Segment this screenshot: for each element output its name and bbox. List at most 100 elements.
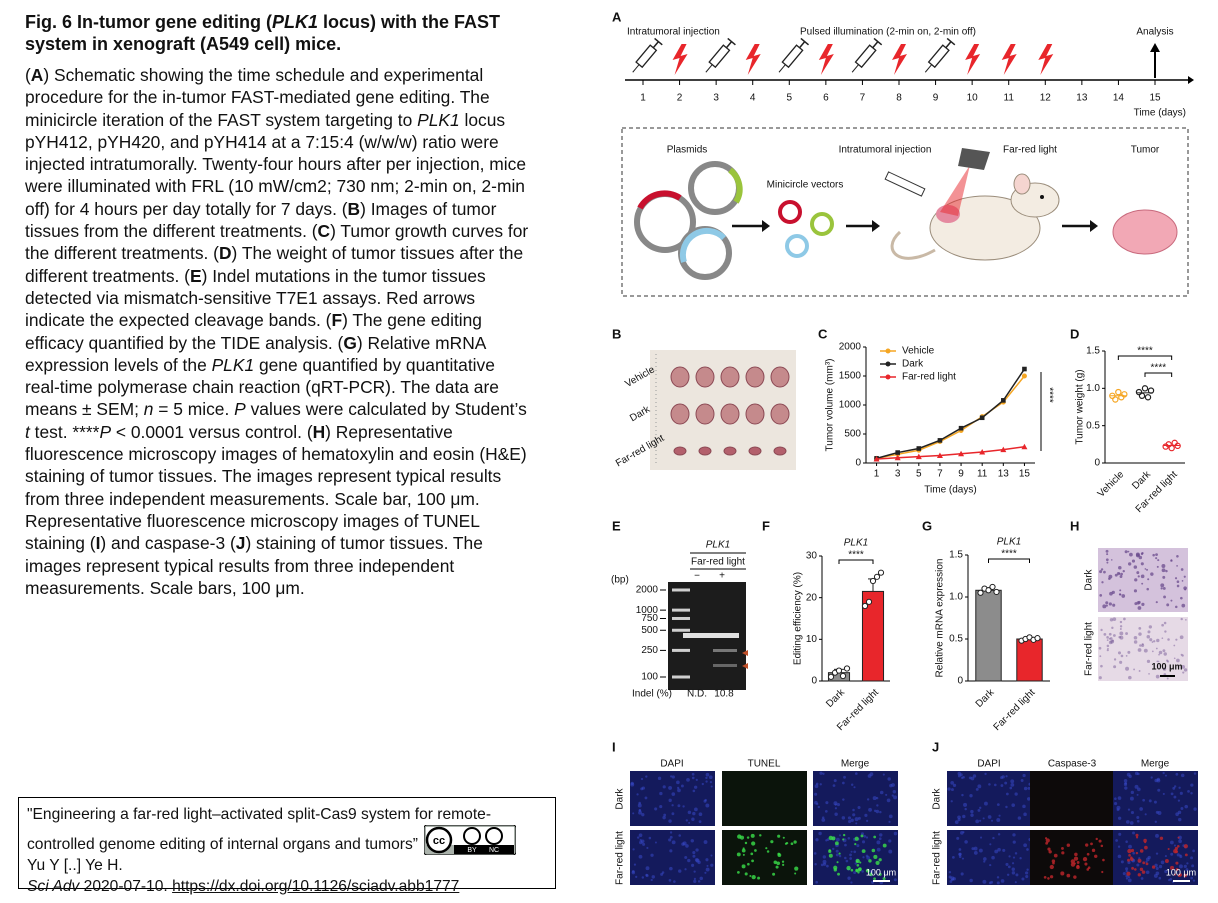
nucleus [1012,856,1016,859]
syringe-icon [924,37,956,73]
nucleus [1023,812,1027,817]
nucleus [977,808,981,812]
signal [836,861,839,864]
signal [1139,867,1144,872]
nucleus [1017,816,1022,820]
texture [1148,672,1150,675]
signal [750,852,754,856]
nucleus [1176,853,1180,857]
nucleus [1002,848,1006,852]
nucleus [691,772,695,776]
texture [1133,668,1136,671]
x-tick-label: 1 [874,469,880,480]
texture [1135,552,1140,557]
nucleus [690,839,695,843]
y-tick-label: 10 [806,634,818,645]
nucleus [697,860,701,865]
significance-bracket [988,558,1030,563]
citation-doi[interactable]: https://dx.doi.org/10.1126/sciadv.abb177… [172,878,460,895]
texture [1108,577,1111,580]
texture [1098,676,1102,680]
nucleus [996,818,1001,822]
texture [1170,559,1173,562]
nucleus [973,846,978,851]
ladder-label: 500 [641,625,658,636]
nucleus [678,834,681,837]
signal [882,843,887,848]
nucleus [822,772,825,775]
texture [1112,603,1116,607]
syringe-body [781,44,804,69]
texture [1136,601,1140,605]
nucleus [669,775,673,778]
signal [828,849,832,854]
gel-group: Far-red light [691,557,745,568]
day-label: 1 [640,93,646,104]
signal [1143,838,1147,843]
nucleus [988,783,991,786]
ladder-label: 250 [641,645,658,656]
nucleus [630,782,635,787]
texture [1156,565,1159,568]
nucleus [633,863,637,866]
nucleus [671,804,674,807]
signal [1049,875,1054,879]
nucleus [1014,852,1018,855]
texture [1100,664,1103,668]
texture [1121,594,1126,598]
significance-bracket [1144,372,1173,377]
nucleus [635,875,638,879]
signal [861,849,866,854]
texture [1163,595,1166,599]
y-tick-label: 0.5 [949,634,963,645]
nucleus [1157,788,1161,792]
nucleus [844,843,847,847]
point [985,587,992,594]
texture [1118,593,1122,596]
nucleus [864,813,868,817]
caption-text: E [189,265,202,286]
nucleus [1019,857,1022,860]
nucleus [657,776,662,781]
nucleus [1127,878,1132,883]
syringe-needle [924,64,933,73]
texture [1122,569,1125,573]
nucleus [834,812,838,816]
nucleus [691,863,695,867]
nucleus [834,807,838,810]
nucleus [876,804,879,807]
texture [1174,577,1178,580]
nucleus [1175,772,1179,776]
row-label: Dark [628,404,653,425]
nucleus [853,786,856,789]
signal [782,836,785,839]
signal [1066,843,1071,847]
nucleus [1012,840,1016,844]
point [958,425,964,431]
nucleus [1006,873,1010,877]
nucleus [1023,843,1028,848]
nucleus [669,849,673,853]
texture [1170,599,1173,602]
signal [766,850,770,853]
y-tick-label: 1.5 [949,550,963,561]
texture [1183,668,1188,672]
column-label: Merge [841,759,870,770]
nucleus [632,848,635,851]
caption-text: ) Images of tumor tissues from the diffe… [25,198,497,242]
nucleus [705,772,710,777]
nucleus [1162,771,1165,775]
signal [1100,844,1104,848]
texture [1155,553,1158,556]
nucleus [1011,867,1015,871]
nucleus [693,877,696,880]
mouse-ear [1013,173,1031,195]
point [1168,444,1175,452]
nucleus [848,819,852,824]
texture [1100,568,1104,571]
nucleus [997,847,1001,852]
nucleus [1137,772,1140,776]
texture [1100,628,1103,632]
signal [1052,861,1055,865]
